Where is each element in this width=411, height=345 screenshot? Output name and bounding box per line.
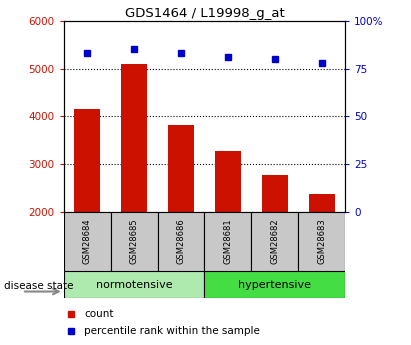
- Bar: [111, 212, 157, 271]
- Text: GSM28684: GSM28684: [83, 219, 92, 264]
- Text: disease state: disease state: [4, 281, 74, 290]
- Bar: [205, 212, 252, 271]
- Bar: [64, 271, 205, 298]
- Text: percentile rank within the sample: percentile rank within the sample: [84, 326, 260, 336]
- Title: GDS1464 / L19998_g_at: GDS1464 / L19998_g_at: [125, 7, 284, 20]
- Bar: [205, 271, 345, 298]
- Bar: [121, 64, 147, 212]
- Bar: [262, 175, 288, 212]
- Bar: [168, 125, 194, 212]
- Bar: [74, 109, 100, 212]
- Text: GSM28683: GSM28683: [317, 219, 326, 264]
- Bar: [157, 212, 205, 271]
- Text: count: count: [84, 309, 114, 319]
- Text: GSM28682: GSM28682: [270, 219, 279, 264]
- Bar: [64, 212, 111, 271]
- Bar: [298, 212, 345, 271]
- Text: GSM28685: GSM28685: [129, 219, 139, 264]
- Text: GSM28681: GSM28681: [224, 219, 233, 264]
- Text: hypertensive: hypertensive: [238, 280, 312, 289]
- Bar: [215, 151, 241, 212]
- Bar: [252, 212, 298, 271]
- Text: GSM28686: GSM28686: [176, 219, 185, 264]
- Text: normotensive: normotensive: [96, 280, 172, 289]
- Bar: [309, 194, 335, 212]
